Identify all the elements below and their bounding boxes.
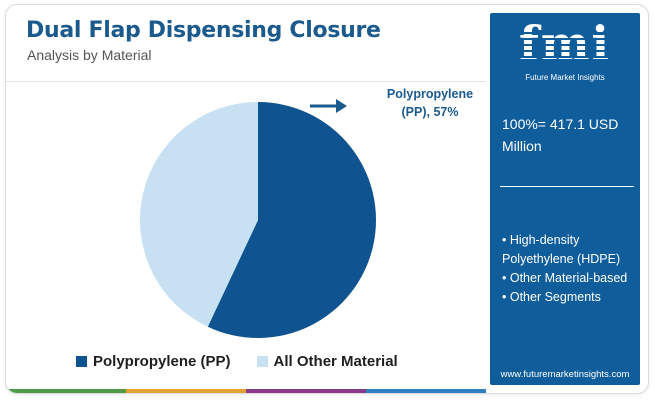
legend-swatch-polypropylene: [76, 356, 87, 367]
callout-label-line1: Polypropylene: [387, 87, 473, 101]
website-link[interactable]: www.futuremarketinsights.com: [500, 369, 630, 380]
fmi-logo: fmi Future Market Insights: [498, 19, 632, 89]
chart-card: Dual Flap Dispensing Closure Analysis by…: [5, 4, 649, 394]
chart-legend: Polypropylene (PP) All Other Material: [76, 353, 424, 370]
segment-item-other-material: • Other Material-based: [502, 271, 628, 285]
legend-swatch-other-material: [256, 356, 268, 367]
segment-item-hdpe: • High-density Polyethylene (HDPE): [502, 233, 621, 266]
legend-label-other-material: All Other Material: [273, 353, 398, 370]
chart-subtitle: Analysis by Material: [27, 47, 152, 63]
segment-list: • High-density Polyethylene (HDPE) • Oth…: [502, 231, 636, 307]
pie-slices: [140, 102, 376, 339]
callout-arrow-icon: [310, 99, 347, 113]
pie-slice-polypropylene-pp: [207, 102, 376, 339]
market-total: 100%= 417.1 USD Million: [502, 116, 619, 154]
logo-tagline: Future Market Insights: [525, 73, 605, 82]
chart-title: Dual Flap Dispensing Closure: [26, 18, 381, 43]
bottom-bar-segment-green: [6, 389, 126, 393]
bottom-color-bar: [6, 389, 486, 393]
side-panel: fmi Future Market Insights 100%= 417.1 U…: [490, 13, 640, 385]
callout-label-line2: (PP), 57%: [402, 105, 459, 119]
logo-stripe-overlay: [516, 28, 616, 58]
segment-item-other-segments: • Other Segments: [502, 290, 601, 304]
bottom-bar-segment-blue: [366, 389, 486, 393]
bottom-bar-segment-purple: [246, 389, 366, 393]
side-panel-divider: [500, 186, 634, 187]
legend-item-polypropylene: Polypropylene (PP): [76, 353, 231, 370]
legend-item-other-material: All Other Material: [256, 353, 398, 370]
legend-label-polypropylene: Polypropylene (PP): [93, 353, 231, 370]
bottom-bar-segment-orange: [126, 389, 246, 393]
pie-chart: Polypropylene (PP), 57%: [140, 87, 473, 339]
header-divider: [6, 81, 486, 82]
pie-slice-all-other-material: [140, 102, 258, 327]
